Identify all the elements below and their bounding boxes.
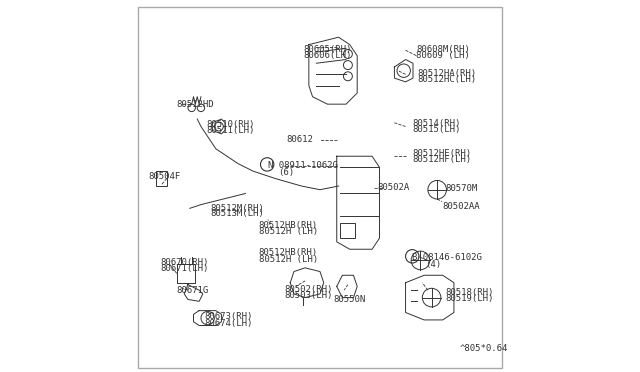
Text: 80510(RH): 80510(RH) [207,120,255,129]
Text: 80608M(RH): 80608M(RH) [416,45,470,54]
Text: ^805*0.64: ^805*0.64 [460,344,508,353]
Text: 80519(LH): 80519(LH) [445,294,494,303]
Text: 80673(RH): 80673(RH) [205,312,253,321]
Text: 80671(LH): 80671(LH) [161,264,209,273]
Text: 80609 (LH): 80609 (LH) [416,51,470,60]
Text: 80502AA: 80502AA [442,202,479,211]
FancyBboxPatch shape [138,7,502,368]
Text: (4): (4) [425,260,441,269]
Text: 80512HE(RH): 80512HE(RH) [412,149,472,158]
Text: 80512HB(RH): 80512HB(RH) [259,248,317,257]
Text: 80612: 80612 [287,135,314,144]
Text: B 08146-6102G: B 08146-6102G [412,253,482,262]
Text: N 08911-1062G: N 08911-1062G [268,161,338,170]
Text: 80512HB(RH): 80512HB(RH) [259,221,317,230]
Text: 80671G: 80671G [177,286,209,295]
Text: 80504F: 80504F [148,172,180,181]
Text: 80512H (LH): 80512H (LH) [259,227,317,236]
Text: (6): (6) [278,168,294,177]
Text: 80502(RH): 80502(RH) [285,285,333,294]
Text: 80670(RH): 80670(RH) [161,258,209,267]
Text: 80605(RH): 80605(RH) [303,45,351,54]
Text: 80515(LH): 80515(LH) [412,125,461,134]
Text: 80511(LH): 80511(LH) [207,126,255,135]
Text: 80512H (LH): 80512H (LH) [259,255,317,264]
Text: 80512HC(LH): 80512HC(LH) [417,76,477,84]
Text: 80674(LH): 80674(LH) [205,319,253,328]
Text: 80503(LH): 80503(LH) [285,291,333,300]
Text: 80502A: 80502A [378,183,410,192]
Text: 80606(LH): 80606(LH) [303,51,351,60]
Text: 80518(RH): 80518(RH) [445,288,494,296]
Text: 80550N: 80550N [333,295,365,304]
Text: 80512M(RH): 80512M(RH) [211,204,264,213]
Text: 80512HD: 80512HD [177,100,214,109]
Text: 80570M: 80570M [445,185,478,193]
Text: 80512HF(LH): 80512HF(LH) [412,155,472,164]
Text: 80513M(LH): 80513M(LH) [211,209,264,218]
Bar [340,223,355,238]
Bar [156,171,167,186]
Text: 80514(RH): 80514(RH) [412,119,461,128]
Text: 80512HA(RH): 80512HA(RH) [417,69,477,78]
